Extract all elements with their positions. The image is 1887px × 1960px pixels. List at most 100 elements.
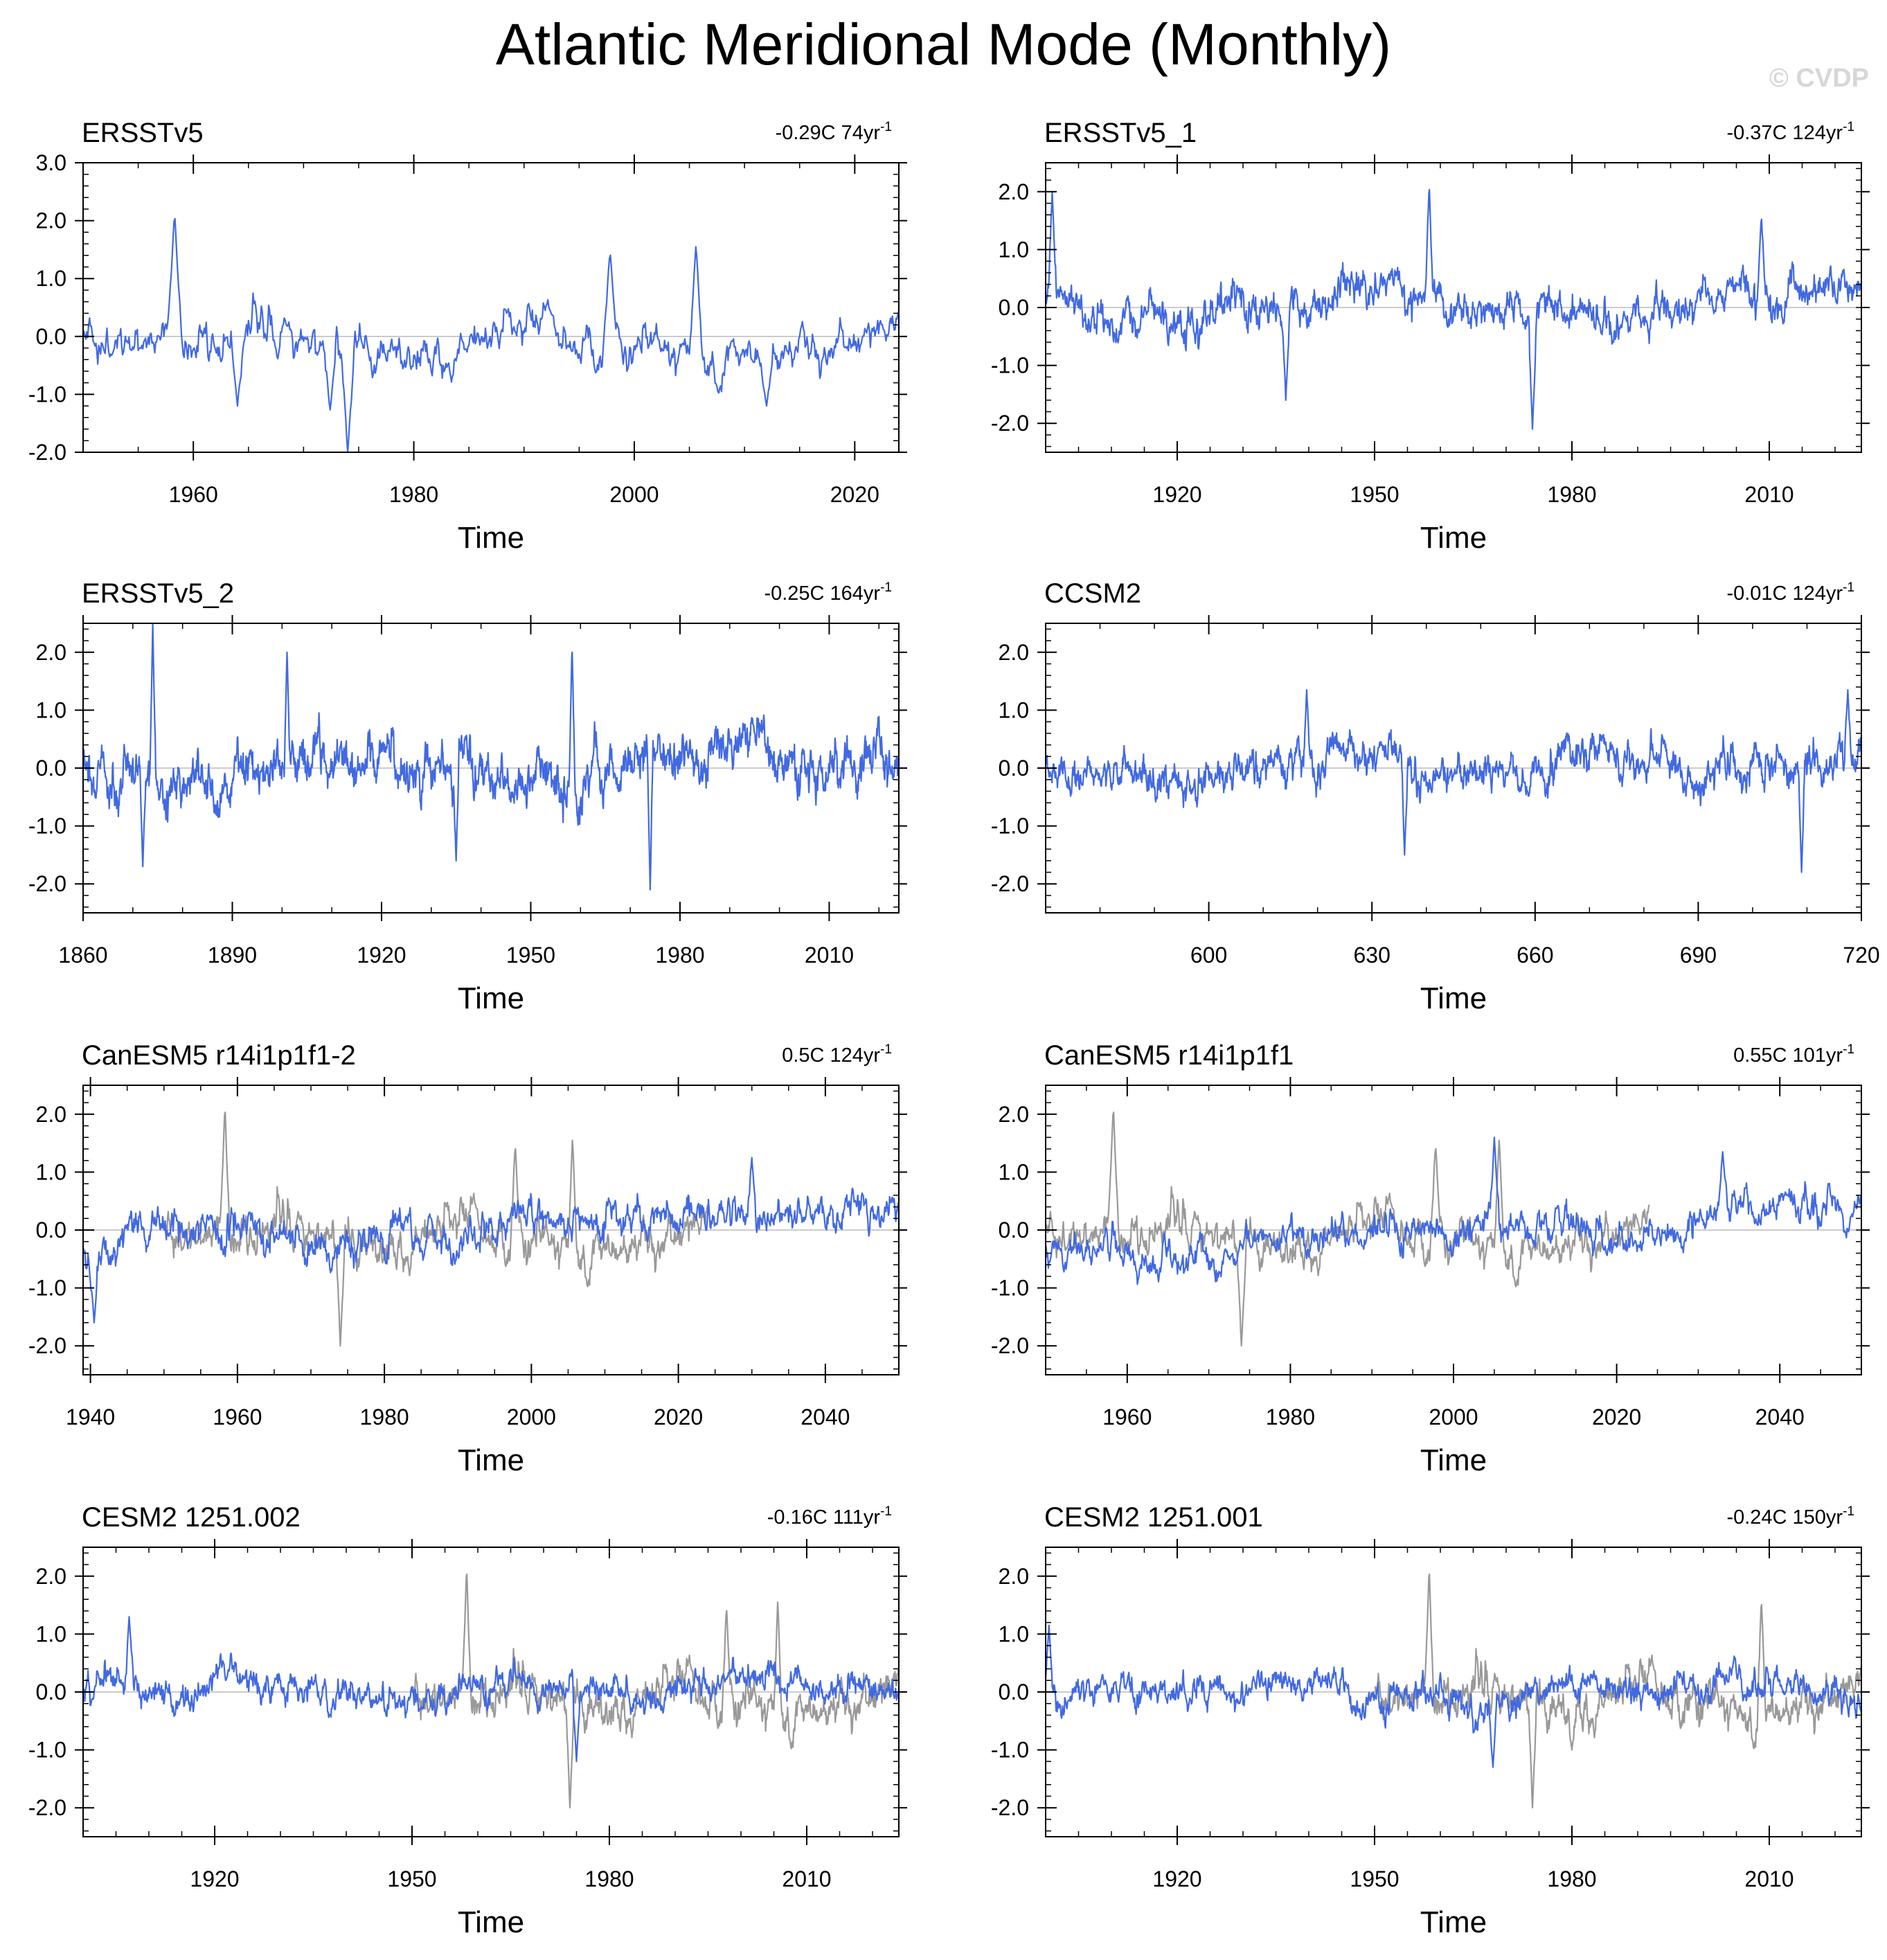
y-tick-label: 2.0: [999, 179, 1029, 204]
panel-canesm5-r14i1p1f1: CanESM5 r14i1p1f1 0.55C 101yr-1 -2.0 -1.0 0.…: [991, 1040, 1870, 1477]
x-tick-label: 1920: [357, 943, 406, 968]
y-tick-label: 1.0: [36, 266, 66, 291]
panel-cesm2-1251-001: CESM2 1251.001 -0.24C 150yr-1 -2.0 -1.0 0.0 1…: [991, 1502, 1870, 1939]
panel-stat-exponent: -1: [1843, 580, 1854, 595]
y-tick-label: -1.0: [991, 1276, 1029, 1301]
panel-title: CCSM2: [1044, 578, 1141, 609]
y-tick-label: 0.0: [36, 756, 66, 781]
y-tick-label: 0.0: [36, 1218, 66, 1242]
x-tick-label: 690: [1680, 943, 1717, 968]
x-tick-label: 2010: [1744, 1867, 1794, 1891]
panel-stat: -0.16C 111yr-1: [767, 1504, 892, 1529]
x-tick-label: 1950: [1350, 482, 1399, 507]
y-tick-label: -2.0: [28, 871, 66, 896]
panel-ersstv5-2: ERSSTv5_2 -0.25C 164yr-1 -2.0 -1.0 0.0 1.0 2.0…: [28, 578, 907, 1015]
x-axis-title: Time: [458, 981, 524, 1015]
panel-stat: -0.25C 164yr-1: [764, 580, 892, 605]
panel-stat: -0.37C 124yr-1: [1726, 120, 1854, 144]
series-line-ersstv5-1: [1044, 188, 1863, 430]
panel-stat-value: -0.24C 150yr: [1726, 1506, 1843, 1529]
y-tick-label: 2.0: [36, 208, 66, 233]
y-tick-label: 1.0: [999, 697, 1029, 722]
y-tick-label: 0.0: [36, 1680, 66, 1704]
x-tick-label: 1920: [190, 1867, 239, 1891]
y-tick-label: 1.0: [999, 1621, 1029, 1646]
y-tick-label: 0.0: [999, 756, 1029, 781]
x-axis-title: Time: [458, 1905, 524, 1939]
panel-stat-exponent: -1: [880, 1042, 892, 1057]
y-tick-label: -2.0: [28, 1333, 66, 1358]
series-line-ersstv5: [82, 217, 900, 454]
y-tick-label: 1.0: [999, 1159, 1029, 1184]
x-tick-label: 1980: [1547, 1867, 1596, 1891]
x-tick-label: 1980: [389, 482, 438, 507]
y-tick-label: 1.0: [999, 237, 1029, 262]
series-line-ersstv5-2: [82, 622, 900, 891]
panel-stat-exponent: -1: [880, 120, 892, 134]
y-tick-label: 0.0: [36, 324, 66, 349]
y-tick-label: 0.0: [999, 295, 1029, 320]
x-tick-label: 1950: [1350, 1867, 1399, 1891]
x-tick-label: 1960: [169, 482, 218, 507]
y-tick-label: 0.0: [999, 1680, 1029, 1704]
x-axis-title: Time: [458, 1443, 524, 1477]
y-tick-label: -1.0: [991, 353, 1029, 378]
series-line-cesm2-1251-001: [1044, 1624, 1863, 1768]
y-tick-label: 3.0: [36, 150, 66, 175]
panel-title: ERSSTv5_2: [82, 578, 234, 609]
x-tick-label: 1980: [1547, 482, 1596, 507]
x-tick-label: 1920: [1152, 1867, 1201, 1891]
y-tick-label: 2.0: [999, 1102, 1029, 1127]
y-tick-label: -2.0: [28, 440, 66, 465]
x-tick-label: 2040: [801, 1405, 850, 1429]
page-title: Atlantic Meridional Mode (Monthly): [495, 12, 1392, 77]
panel-stat-value: -0.29C 74yr: [776, 122, 881, 144]
x-tick-label: 720: [1843, 943, 1879, 968]
x-tick-label: 1860: [58, 943, 107, 968]
panel-stat-exponent: -1: [1843, 1504, 1854, 1519]
panel-title: CESM2 1251.002: [82, 1502, 301, 1533]
x-axis-title: Time: [1420, 1443, 1487, 1477]
series-line-cesm2-1251-002: [82, 1616, 900, 1763]
y-tick-label: 2.0: [36, 1102, 66, 1127]
x-tick-label: 2020: [1592, 1405, 1641, 1429]
panel-stat-value: 0.55C 101yr: [1733, 1044, 1843, 1067]
panel-stat: 0.55C 101yr-1: [1733, 1042, 1854, 1067]
y-tick-label: -2.0: [28, 1795, 66, 1820]
panel-title: ERSSTv5: [82, 118, 204, 148]
y-tick-label: -1.0: [28, 1738, 66, 1763]
x-tick-label: 1980: [655, 943, 704, 968]
plot-frame: [82, 162, 900, 453]
y-tick-label: -2.0: [991, 1333, 1029, 1358]
x-axis-title: Time: [1420, 521, 1487, 555]
panel-stat-exponent: -1: [880, 580, 892, 595]
y-tick-label: -1.0: [28, 814, 66, 839]
y-tick-label: 1.0: [36, 1621, 66, 1646]
series-line-canesm5-r14i1p1f1: [1044, 1137, 1863, 1285]
x-tick-label: 2020: [654, 1405, 703, 1429]
y-tick-label: 2.0: [36, 640, 66, 665]
panel-stat-value: -0.16C 111yr: [767, 1506, 881, 1529]
panel-stat-exponent: -1: [880, 1504, 892, 1519]
y-tick-label: -1.0: [28, 1276, 66, 1301]
panel-stat-value: -0.25C 164yr: [764, 582, 880, 605]
panel-stat: -0.29C 74yr-1: [776, 120, 892, 144]
cvdp-watermark: © CVDP: [1769, 64, 1869, 93]
y-tick-label: 2.0: [999, 640, 1029, 665]
y-tick-label: 2.0: [999, 1564, 1029, 1589]
panel-title: ERSSTv5_1: [1044, 118, 1197, 148]
x-axis-title: Time: [1420, 1905, 1487, 1939]
panel-ccsm2: CCSM2 -0.01C 124yr-1 -2.0 -1.0 0.0 1.0 2.0 600 6…: [991, 578, 1880, 1015]
panel-ersstv5-1: ERSSTv5_1 -0.37C 124yr-1 -2.0 -1.0 0.0 1.0 2.0…: [991, 118, 1870, 555]
y-tick-label: -1.0: [991, 814, 1029, 839]
panel-cesm2-1251-002: CESM2 1251.002 -0.16C 111yr-1 -2.0 -1.0 0.0 1…: [28, 1502, 907, 1939]
x-tick-label: 2000: [1429, 1405, 1478, 1429]
y-tick-label: -2.0: [991, 871, 1029, 896]
panel-stat: -0.24C 150yr-1: [1726, 1504, 1854, 1529]
x-tick-label: 660: [1517, 943, 1553, 968]
x-axis-title: Time: [458, 521, 524, 555]
series-line-ersstv5-reference: [1374, 1573, 1863, 1809]
series-line-canesm5-r14i1p1f1-2: [82, 1157, 900, 1324]
x-tick-label: 1950: [387, 1867, 436, 1891]
panel-title: CanESM5 r14i1p1f1: [1044, 1040, 1294, 1071]
